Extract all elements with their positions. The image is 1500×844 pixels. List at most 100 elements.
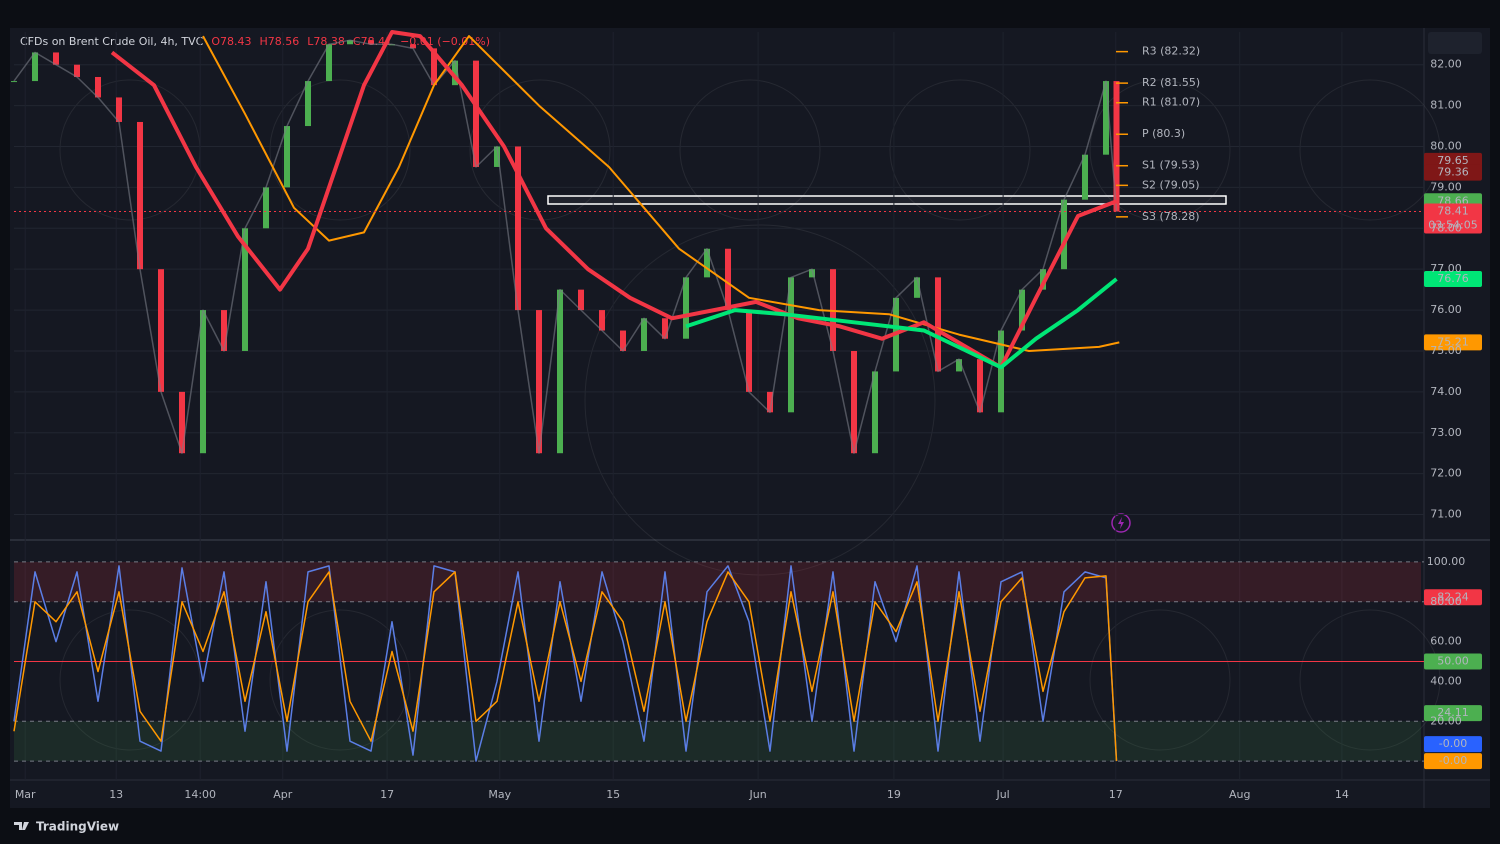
pivot-label: P (80.3) (1142, 127, 1185, 140)
price-tag (1424, 334, 1482, 351)
candle-body (347, 40, 353, 45)
candle-body (1061, 199, 1067, 270)
price-tag-label: 76.76 (1437, 272, 1469, 285)
indicator-line (202, 35, 1120, 352)
pivot-label: R2 (81.55) (1142, 76, 1200, 89)
candle-body (1103, 81, 1109, 155)
candle-body (557, 289, 563, 454)
price-line (13, 39, 1118, 454)
ohlc-value: H78.56 (260, 35, 300, 48)
candle-body (452, 60, 458, 86)
price-tag-label: 79.65 (1437, 154, 1469, 167)
price-tag (1424, 753, 1482, 770)
x-tick-label: Apr (273, 788, 293, 801)
y-tick-label: 77.00 (1430, 262, 1462, 275)
candle-body (473, 60, 479, 167)
y-tick-label: 40.00 (1430, 674, 1462, 687)
settings-button[interactable] (1428, 32, 1482, 54)
candle-body (158, 269, 164, 392)
y-tick-label: 76.00 (1430, 303, 1462, 316)
y-tick-label: 100.00 (1427, 555, 1466, 568)
candle-body (977, 359, 983, 413)
candle-body (431, 48, 437, 86)
candle-body (284, 126, 290, 188)
candle-body (704, 248, 710, 278)
x-tick-label: 14 (1335, 788, 1349, 801)
x-tick-label: 13 (109, 788, 123, 801)
y-tick-label: 82.00 (1430, 58, 1462, 71)
symbol-title: CFDs on Brent Crude Oil, 4h, TVC (20, 35, 204, 48)
candle-body (1019, 289, 1025, 331)
x-tick-label: Jun (749, 788, 767, 801)
candle-body (32, 52, 38, 82)
x-tick-label: 19 (887, 788, 901, 801)
candle-body (515, 146, 521, 311)
candle-body (683, 277, 689, 339)
pivot-label: S1 (79.53) (1142, 159, 1200, 172)
candle-body (263, 187, 269, 229)
x-tick-label: Jul (995, 788, 1009, 801)
candle-body (998, 330, 1004, 413)
y-tick-label: 80.00 (1430, 140, 1462, 153)
price-tag (1424, 203, 1482, 234)
x-tick-label: 17 (1109, 788, 1123, 801)
candle-body (641, 318, 647, 351)
candle-body (578, 289, 584, 311)
y-tick-label: 72.00 (1430, 467, 1462, 480)
y-tick-label: 80.00 (1430, 595, 1462, 608)
y-tick-label: 73.00 (1430, 426, 1462, 439)
indicator-line (685, 277, 1118, 370)
candle-body (11, 81, 17, 83)
y-tick-label: 60.00 (1430, 635, 1462, 648)
candle-body (200, 310, 206, 454)
candle-body (788, 277, 794, 413)
candle-body (74, 64, 80, 77)
event-icon-bolt (1118, 517, 1124, 529)
y-tick-label: 20.00 (1430, 714, 1462, 727)
candle-body (305, 81, 311, 127)
price-tag-label: 75.21 (1437, 335, 1469, 348)
price-tag-label: -0.00 (1439, 754, 1467, 767)
candle-body (872, 371, 878, 454)
x-tick-label: May (488, 788, 511, 801)
y-tick-label: 78.00 (1430, 221, 1462, 234)
candle-body (95, 76, 101, 98)
candle-body (1040, 269, 1046, 290)
price-tag (1424, 736, 1482, 753)
price-tag (1424, 271, 1482, 288)
candle-body (1082, 154, 1088, 200)
candle-body (662, 318, 668, 339)
y-tick-label: 81.00 (1430, 99, 1462, 112)
candle-body (599, 310, 605, 331)
candle-body (53, 52, 59, 65)
candle-body (410, 44, 416, 49)
x-tick-label: 14:00 (184, 788, 216, 801)
x-tick-label: Aug (1229, 788, 1250, 801)
price-tag (1424, 164, 1482, 181)
y-tick-label: 75.00 (1430, 344, 1462, 357)
price-tag (1424, 705, 1482, 722)
chart-panel (10, 28, 1490, 808)
zone-band (14, 721, 1421, 762)
candle-body (956, 359, 962, 372)
candle-body (326, 44, 332, 82)
price-tag-label: 50.00 (1437, 655, 1469, 668)
countdown-label: 03:54:05 (1428, 219, 1477, 232)
price-tag-label: -0.00 (1439, 737, 1467, 750)
candle-body (851, 350, 857, 454)
pivot-label: R3 (82.32) (1142, 45, 1200, 58)
candle-body (242, 228, 248, 351)
x-tick-label: 15 (606, 788, 620, 801)
y-tick-label: 74.00 (1430, 385, 1462, 398)
price-tag-label: 78.41 (1437, 205, 1469, 218)
candle-body (137, 121, 143, 270)
price-tag (1424, 589, 1482, 606)
overlay-layer: R3 (82.32) R2 (81.55) R1 (81.07) P (80.3) S1… (1116, 45, 1482, 770)
candle-body (809, 269, 815, 278)
x-tick-label: Mar (15, 788, 36, 801)
candle-body (221, 310, 227, 351)
candle-body (116, 97, 122, 122)
candle-body (935, 277, 941, 372)
candle-body (746, 310, 752, 392)
event-icon[interactable] (1111, 513, 1131, 533)
